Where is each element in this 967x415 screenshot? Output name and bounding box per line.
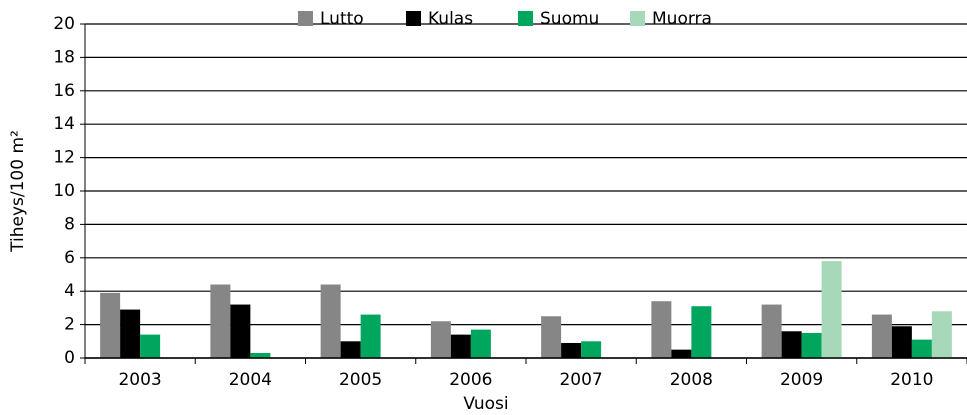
legend-swatch bbox=[298, 11, 313, 26]
bar bbox=[450, 334, 471, 358]
bar bbox=[761, 304, 782, 358]
bar bbox=[120, 309, 141, 358]
y-tick-label: 12 bbox=[53, 148, 75, 168]
bar bbox=[230, 304, 251, 358]
bar bbox=[931, 311, 952, 358]
bar bbox=[581, 341, 602, 358]
x-tick-label: 2004 bbox=[229, 370, 272, 390]
bar bbox=[100, 292, 121, 358]
y-tick-label: 6 bbox=[64, 248, 75, 268]
y-tick-label: 0 bbox=[64, 348, 75, 368]
legend-swatch bbox=[518, 11, 533, 26]
bar bbox=[541, 316, 562, 358]
y-tick-label: 2 bbox=[64, 315, 75, 335]
x-tick-label: 2005 bbox=[339, 370, 382, 390]
bar bbox=[360, 314, 381, 358]
bar bbox=[781, 331, 802, 358]
bar bbox=[561, 342, 582, 358]
x-tick-label: 2009 bbox=[780, 370, 823, 390]
bar bbox=[250, 352, 271, 358]
legend-label: Kulas bbox=[428, 9, 473, 29]
x-tick-label: 2010 bbox=[890, 370, 933, 390]
bar bbox=[871, 314, 892, 358]
bar bbox=[671, 349, 692, 358]
y-axis-label: Tiheys/100 m² bbox=[8, 130, 28, 253]
x-tick-label: 2007 bbox=[559, 370, 602, 390]
bar bbox=[911, 339, 932, 358]
x-axis-label: Vuosi bbox=[463, 394, 508, 414]
legend-label: Muorra bbox=[652, 9, 712, 29]
bar bbox=[320, 284, 341, 358]
bar bbox=[651, 301, 672, 358]
bar bbox=[821, 261, 842, 358]
bar bbox=[340, 341, 361, 358]
y-tick-label: 18 bbox=[53, 47, 75, 67]
y-tick-label: 10 bbox=[53, 181, 75, 201]
bar bbox=[691, 306, 712, 358]
legend-label: Suomu bbox=[540, 9, 599, 29]
legend-swatch bbox=[406, 11, 421, 26]
y-tick-label: 8 bbox=[64, 214, 75, 234]
bar bbox=[801, 332, 822, 358]
bar bbox=[210, 284, 231, 358]
x-tick-label: 2006 bbox=[449, 370, 492, 390]
x-tick-label: 2003 bbox=[118, 370, 161, 390]
legend-swatch bbox=[630, 11, 645, 26]
bar bbox=[470, 329, 491, 358]
bar bbox=[140, 334, 161, 358]
bar bbox=[430, 321, 451, 358]
legend-label: Lutto bbox=[320, 9, 364, 29]
bar bbox=[891, 326, 912, 358]
y-tick-label: 20 bbox=[53, 14, 75, 34]
y-tick-label: 4 bbox=[64, 281, 75, 301]
y-tick-label: 14 bbox=[53, 114, 75, 134]
x-tick-label: 2008 bbox=[670, 370, 713, 390]
y-tick-label: 16 bbox=[53, 81, 75, 101]
